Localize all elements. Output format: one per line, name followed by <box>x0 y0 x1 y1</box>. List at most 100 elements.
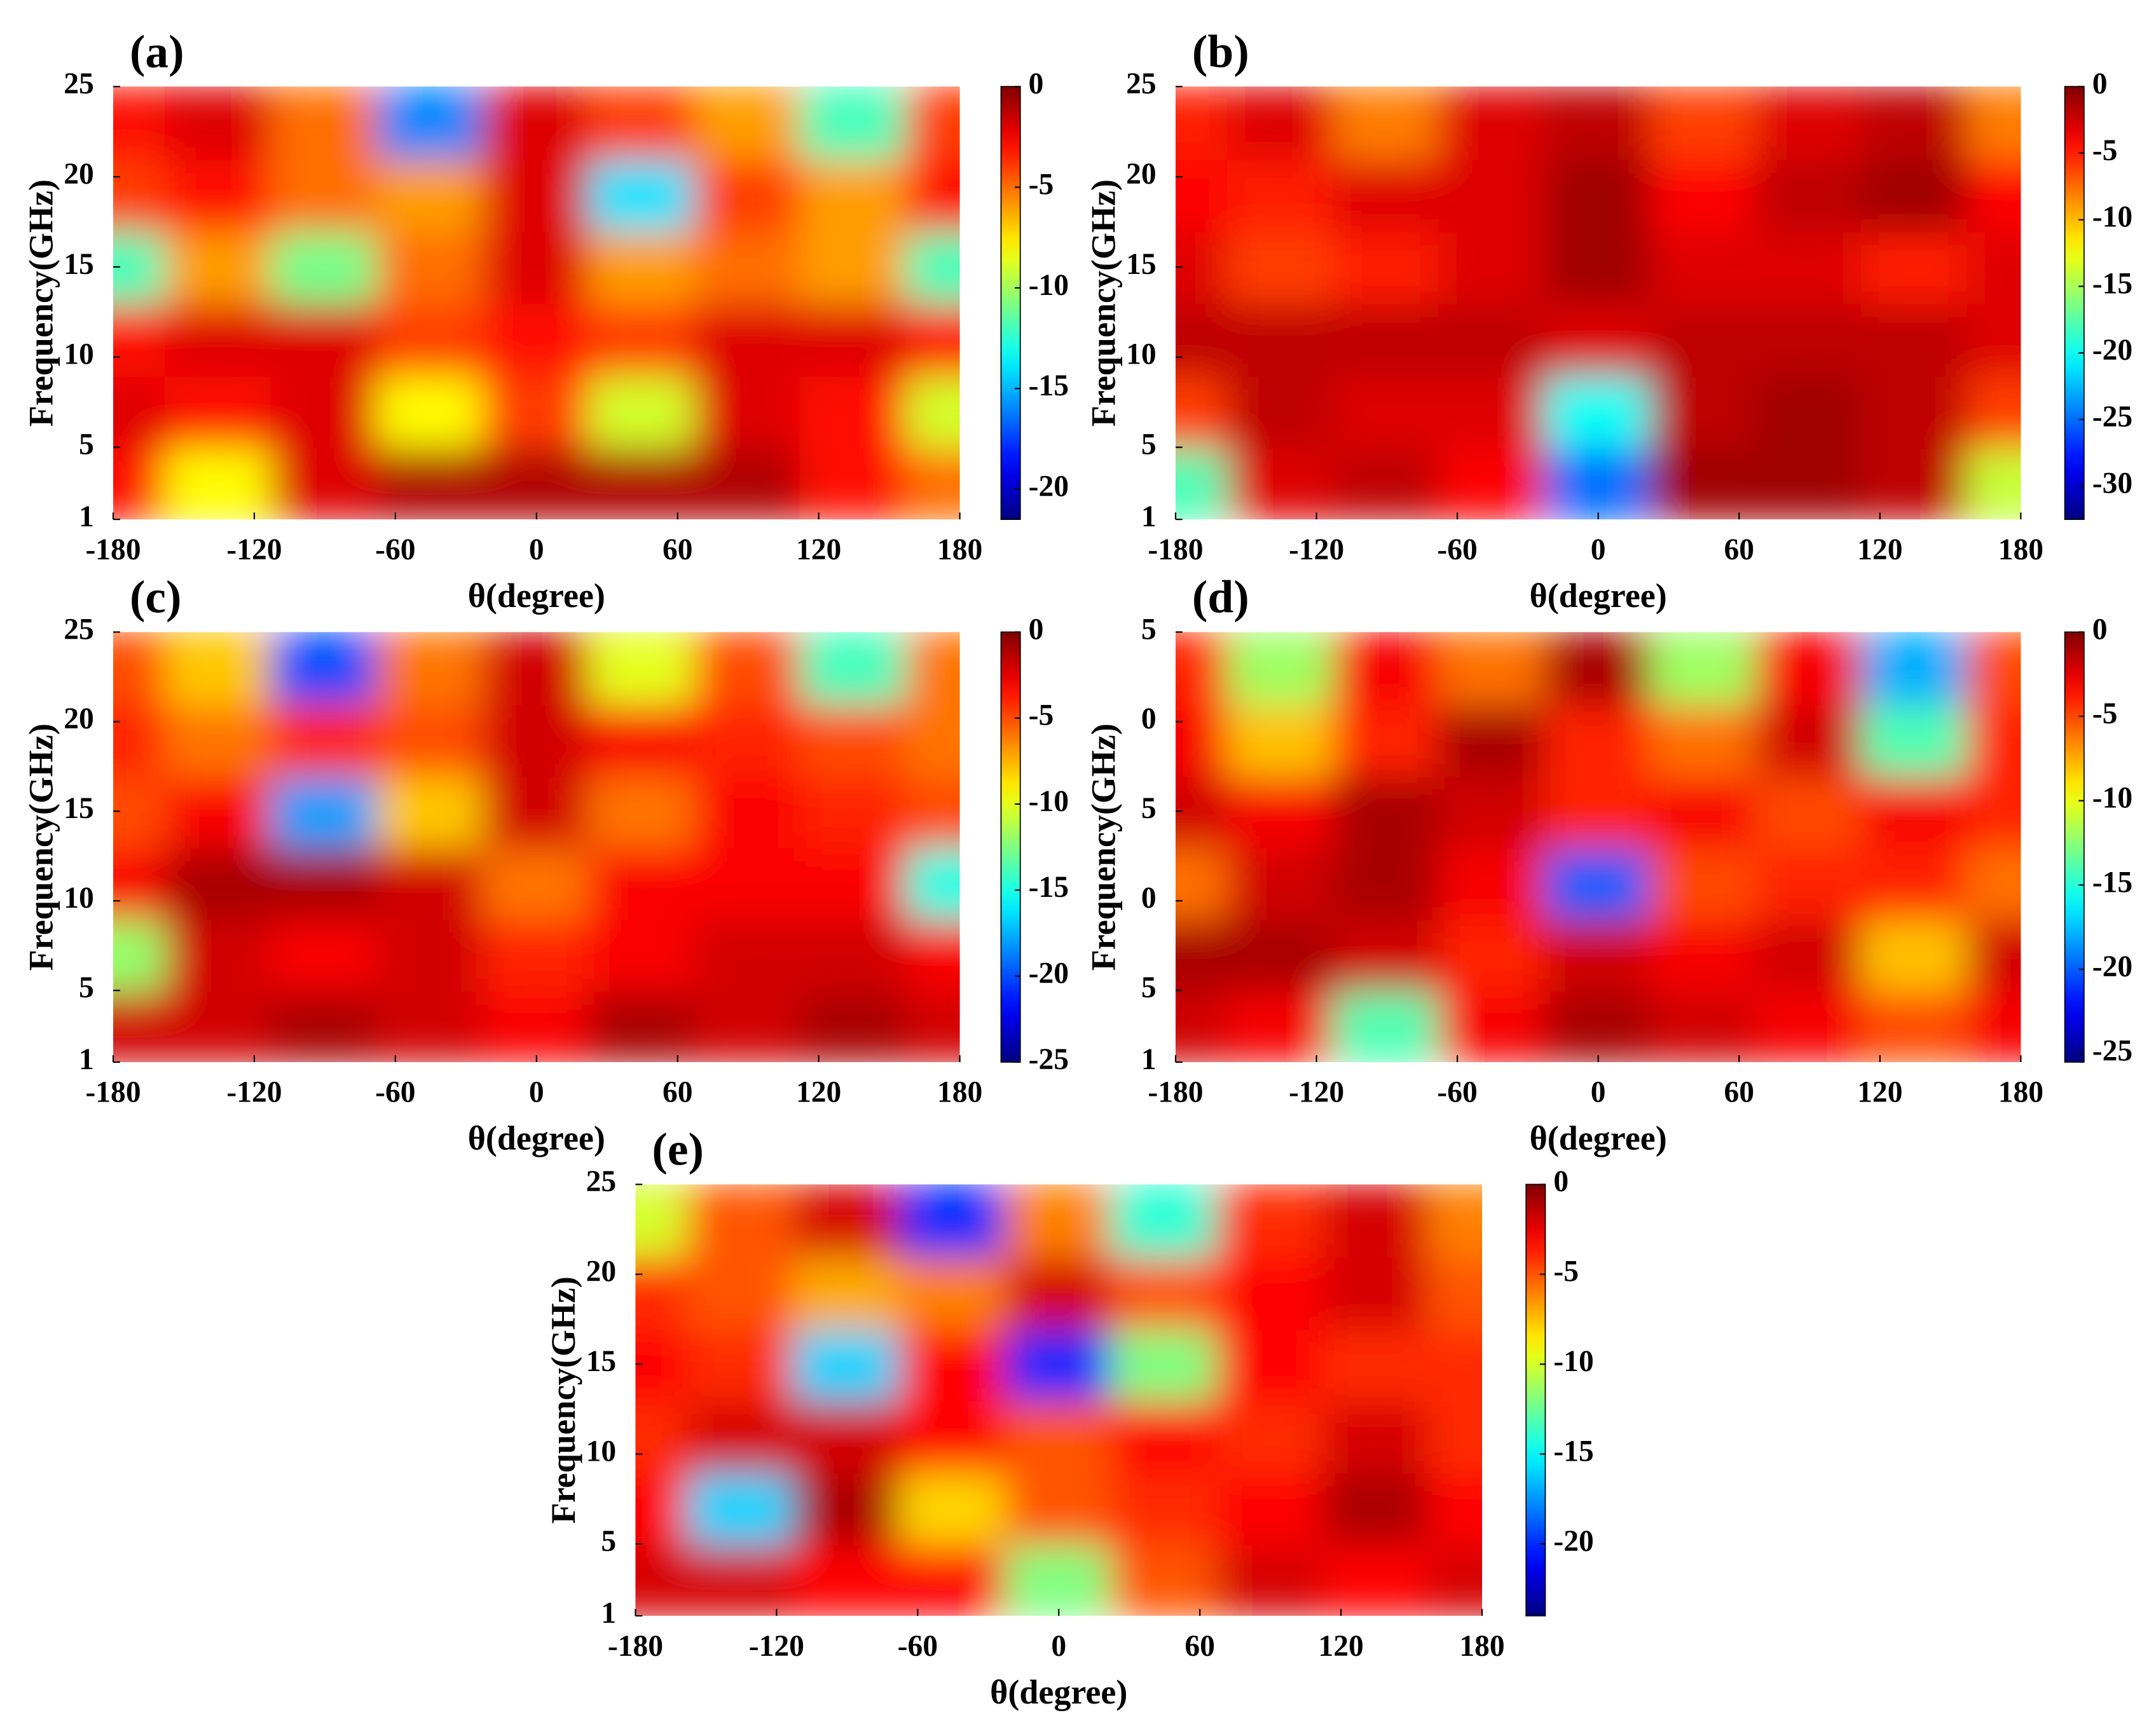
colorbar-tick-label: -30 <box>2092 467 2132 500</box>
heat-cell <box>165 632 273 706</box>
heat-cell <box>905 301 960 377</box>
heat-cell <box>1649 229 1759 304</box>
heat-cell <box>1333 229 1441 304</box>
heat-cell <box>1544 845 1652 920</box>
heat-cell <box>165 774 273 849</box>
heatmap <box>113 86 960 520</box>
heat-cell <box>376 446 485 520</box>
heat-cell <box>482 917 591 992</box>
heat-cell <box>1860 86 1970 160</box>
x-tick-label: -60 <box>375 1076 415 1109</box>
heat-cell <box>113 702 168 777</box>
heat-cell <box>1333 157 1441 233</box>
colorbar-tick-label: 0 <box>1029 613 1044 646</box>
colorbar-tick-label: -5 <box>2092 134 2118 167</box>
heat-cell <box>635 1542 690 1616</box>
heat-cell <box>905 157 960 233</box>
heat-cell <box>270 917 380 992</box>
heat-cell <box>1322 1470 1431 1546</box>
heat-cell <box>1649 446 1759 520</box>
x-tick-label: 60 <box>663 533 693 566</box>
colorbar-tick-label: -20 <box>1029 470 1069 503</box>
y-tick-label: 1 <box>79 500 94 533</box>
heat-cell <box>482 229 591 304</box>
heat-cell <box>1333 446 1441 520</box>
heat-cell <box>587 917 697 992</box>
heat-cell <box>587 845 697 920</box>
heat-cell <box>587 989 697 1062</box>
heat-cell <box>270 373 380 449</box>
heat-cell <box>1226 446 1336 520</box>
heat-cell <box>1175 229 1230 304</box>
heat-cell <box>687 1255 796 1330</box>
heat-cell <box>1333 632 1441 706</box>
heat-cell <box>482 702 591 777</box>
heat-cell <box>1755 229 1864 304</box>
x-tick-label: -60 <box>1437 1076 1477 1109</box>
colorbar-tick-label: -10 <box>2092 782 2132 815</box>
heat-cell <box>1649 373 1759 449</box>
y-tick-label: 15 <box>1126 248 1157 281</box>
heat-cell <box>694 157 803 233</box>
heat-cell <box>165 373 273 449</box>
heat-cell <box>1427 1184 1483 1258</box>
x-axis-label: θ(degree) <box>468 577 605 615</box>
colorbar-tick-label: -5 <box>1029 168 1054 201</box>
heat-cell <box>792 1542 902 1616</box>
y-tick-label: 0 <box>1141 702 1157 735</box>
heat-cell <box>1967 917 2021 992</box>
heat-cell <box>1438 702 1547 777</box>
heat-cell <box>113 774 168 849</box>
heat-cell <box>1438 917 1547 992</box>
heat-cell <box>799 157 909 233</box>
heat-cell <box>1967 446 2021 520</box>
colorbar-tick-label: 0 <box>1029 67 1044 100</box>
heat-cell <box>587 632 697 706</box>
heat-cell <box>1544 989 1652 1062</box>
heat-cell <box>1175 845 1230 920</box>
colorbar-tick-label: -10 <box>2092 201 2132 234</box>
heat-cell <box>792 1327 902 1402</box>
colorbar-tick-label: 0 <box>2092 613 2108 646</box>
heat-cell <box>1544 774 1652 849</box>
heat-cell <box>1438 989 1547 1062</box>
heat-cell <box>1860 845 1970 920</box>
y-tick-label: 15 <box>586 1345 617 1378</box>
colorbar <box>1525 1184 1546 1616</box>
x-tick-label: -180 <box>1148 533 1203 566</box>
y-tick-label: 25 <box>1126 67 1157 100</box>
y-tick-label: 5 <box>1141 792 1157 825</box>
heat-cell <box>587 157 697 233</box>
heat-cell <box>1649 632 1759 706</box>
heat-cell <box>799 632 909 706</box>
heat-cell <box>1438 632 1547 706</box>
heat-cell <box>905 774 960 849</box>
heat-cell <box>905 229 960 304</box>
x-tick-label: 180 <box>937 1076 982 1109</box>
heat-cell <box>799 989 909 1062</box>
x-tick-label: 180 <box>937 533 982 566</box>
heat-cell <box>270 157 380 233</box>
heat-cell <box>165 845 273 920</box>
y-tick-label: 10 <box>586 1435 617 1468</box>
x-tick-label: 60 <box>1724 1076 1754 1109</box>
x-tick-label: 120 <box>796 1076 841 1109</box>
colorbar-tick-label: -25 <box>1029 1043 1069 1076</box>
heat-cell <box>165 989 273 1062</box>
heat-cell <box>1175 774 1230 849</box>
heat-cell <box>635 1470 690 1546</box>
heat-cell <box>376 229 485 304</box>
heat-cell <box>694 229 803 304</box>
heat-cell <box>1004 1470 1113 1546</box>
heat-cell <box>113 86 168 160</box>
y-tick-label: 20 <box>586 1255 617 1288</box>
heat-cell <box>694 917 803 992</box>
heat-cell <box>792 1398 902 1474</box>
heat-cell <box>905 702 960 777</box>
x-axis-label: θ(degree) <box>1530 577 1667 615</box>
heat-cell <box>482 774 591 849</box>
heat-cell <box>587 774 697 849</box>
heat-cell <box>1216 1470 1325 1546</box>
heat-cell <box>1216 1327 1325 1402</box>
heat-cell <box>1967 301 2021 377</box>
